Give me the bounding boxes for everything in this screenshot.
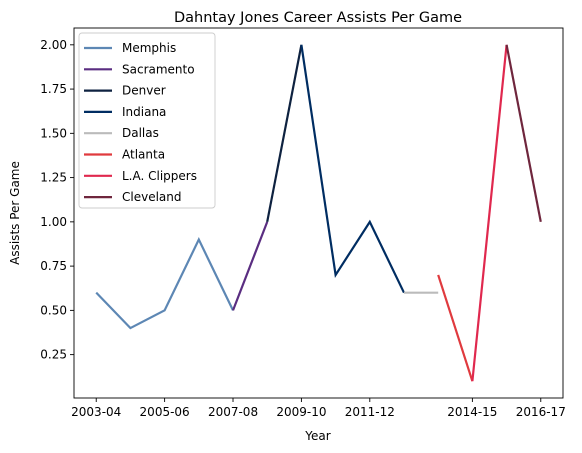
x-axis-ticks: 2003-04 2005-06 2007-08 2009-10 2011-12 2014-… [71, 398, 566, 419]
plot-lines [95, 44, 542, 382]
x-tick-label: 2003-04 [71, 405, 121, 419]
y-tick-label: 0.75 [40, 259, 67, 273]
x-tick-label: 2014-15 [447, 405, 497, 419]
x-tick-label: 2011-12 [345, 405, 395, 419]
legend-label: Cleveland [122, 190, 182, 204]
legend-label: Memphis [122, 41, 176, 55]
y-tick-label: 1.25 [40, 171, 67, 185]
y-tick-label: 0.25 [40, 348, 67, 362]
legend-label: Sacramento [122, 62, 195, 76]
y-axis-ticks: 0.25 0.50 0.75 1.00 1.25 1.50 1.75 2.00 [40, 38, 74, 362]
x-tick-label: 2005-06 [140, 405, 190, 419]
series-line-3 [300, 44, 405, 294]
legend-items: Memphis Sacramento Denver Indiana Dallas Atla… [84, 41, 197, 204]
x-axis-label: Year [304, 429, 330, 443]
y-tick-label: 1.00 [40, 215, 67, 229]
y-tick-label: 2.00 [40, 38, 67, 52]
legend-label: Denver [122, 84, 166, 98]
y-tick-label: 1.50 [40, 126, 67, 140]
legend-label: Dallas [122, 126, 159, 140]
y-axis-label: Assists Per Game [8, 161, 22, 265]
plot-frame [73, 27, 564, 399]
x-tick-label: 2009-10 [276, 405, 326, 419]
x-tick-label: 2007-08 [208, 405, 258, 419]
legend: Memphis Sacramento Denver Indiana Dallas Atla… [78, 32, 216, 209]
legend-label: L.A. Clippers [122, 169, 197, 183]
series-line-7 [505, 44, 542, 223]
y-tick-label: 1.75 [40, 82, 67, 96]
series-line-6 [471, 44, 508, 382]
series-line-5 [437, 274, 474, 382]
legend-box [78, 32, 216, 209]
y-tick-label: 0.50 [40, 303, 67, 317]
series-line-2 [266, 44, 303, 223]
legend-label: Indiana [122, 105, 166, 119]
legend-label: Atlanta [122, 148, 165, 162]
series-line-1 [231, 221, 269, 311]
chart-title: Dahntay Jones Career Assists Per Game [174, 10, 462, 26]
x-tick-label: 2016-17 [516, 405, 566, 419]
series-line-0 [95, 237, 235, 330]
